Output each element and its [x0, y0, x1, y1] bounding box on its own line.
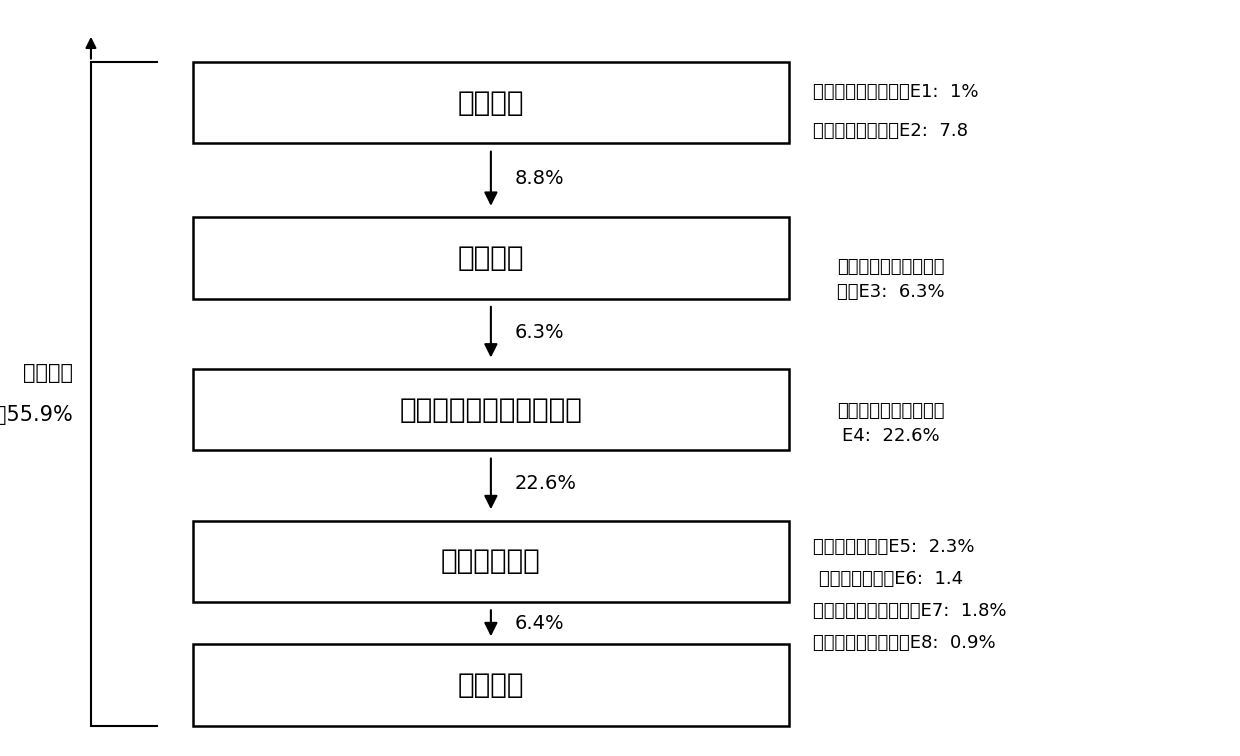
Text: 总成功率: 总成功率	[22, 363, 73, 383]
Bar	[193, 369, 789, 451]
Text: 会话开始: 会话开始	[458, 88, 525, 117]
Bar	[193, 644, 789, 726]
Text: 手动关闭异常占比E2:  7.8: 手动关闭异常占比E2: 7.8	[812, 122, 967, 140]
Text: 8.8%: 8.8%	[515, 169, 564, 188]
Bar	[193, 218, 789, 299]
Text: 未正确识别出的文字的
占比E3:  6.3%: 未正确识别出的文字的 占比E3: 6.3%	[837, 258, 945, 301]
Text: 记录语音: 记录语音	[458, 244, 525, 272]
Text: 22.6%: 22.6%	[515, 474, 577, 494]
Text: 多轮交互错误的占比E8:  0.9%: 多轮交互错误的占比E8: 0.9%	[812, 634, 996, 652]
Text: 未正确识别语义的占比
E4:  22.6%: 未正确识别语义的占比 E4: 22.6%	[837, 402, 945, 445]
Text: 仅55.9%: 仅55.9%	[0, 405, 73, 425]
Text: 将记录的语音识别为文本: 将记录的语音识别为文本	[399, 395, 583, 424]
Text: 语音启动中异常占比E1:  1%: 语音启动中异常占比E1: 1%	[812, 83, 978, 101]
Text: 6.4%: 6.4%	[515, 614, 564, 633]
Text: 识别文本语义: 识别文本语义	[441, 547, 541, 575]
Text: 6.3%: 6.3%	[515, 323, 564, 342]
Text: 执行过程中关闭的占比E7:  1.8%: 执行过程中关闭的占比E7: 1.8%	[812, 602, 1006, 620]
Text: 执行超时的占比E6:  1.4: 执行超时的占比E6: 1.4	[818, 570, 963, 588]
Text: 执行识别的占比E5:  2.3%: 执行识别的占比E5: 2.3%	[812, 538, 975, 556]
Text: 执行意图: 执行意图	[458, 671, 525, 699]
Bar	[193, 62, 789, 144]
Bar	[193, 521, 789, 602]
